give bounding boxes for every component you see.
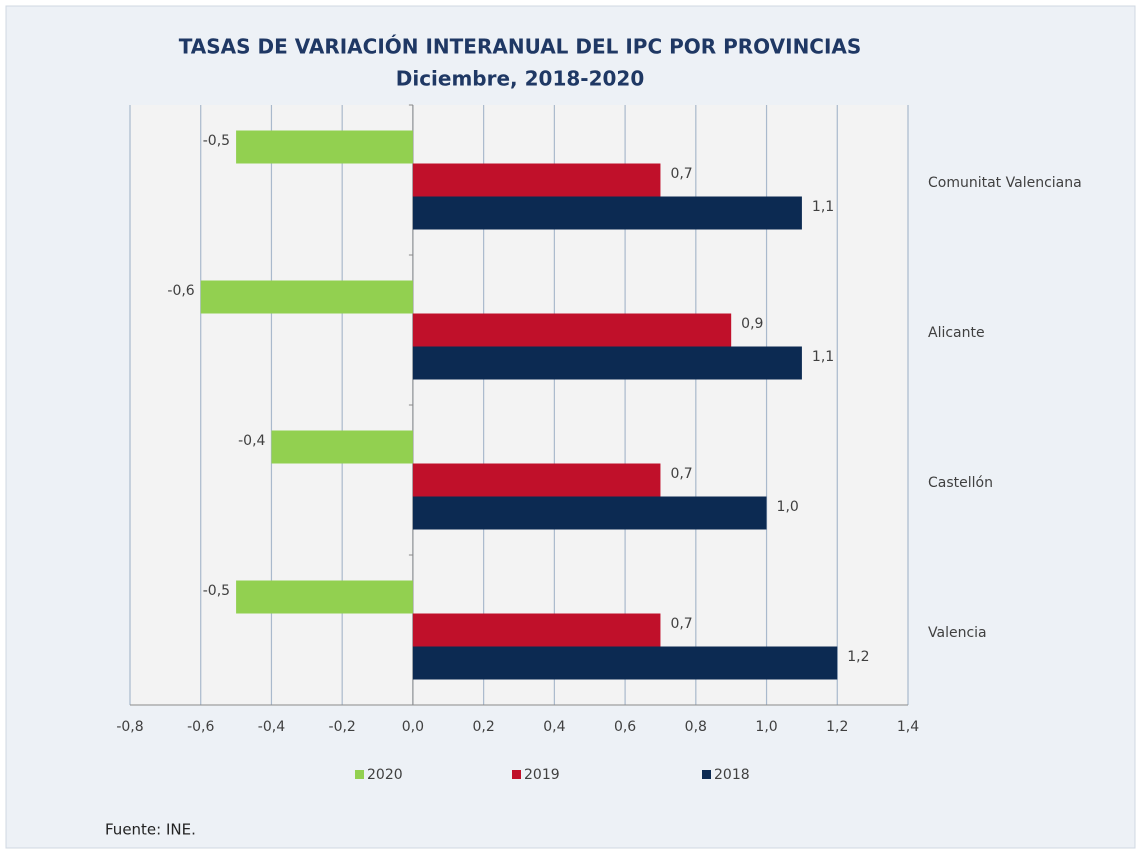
- data-label: 0,7: [670, 616, 692, 632]
- x-tick-label: 1,4: [897, 719, 919, 735]
- legend-swatch: [702, 770, 711, 779]
- legend-label: 2020: [367, 767, 403, 783]
- legend-label: 2019: [524, 767, 560, 783]
- x-tick-label: 0,4: [543, 719, 565, 735]
- bar: [412, 613, 661, 647]
- bar: [271, 430, 413, 464]
- bar: [412, 496, 767, 530]
- bar: [412, 196, 802, 230]
- data-label: 0,7: [670, 166, 692, 182]
- data-label: 1,1: [812, 349, 834, 365]
- legend-swatch: [512, 770, 521, 779]
- data-label: -0,6: [167, 283, 194, 299]
- x-tick-label: -0,4: [258, 719, 285, 735]
- x-tick-label: 0,2: [473, 719, 495, 735]
- data-label: -0,5: [203, 583, 230, 599]
- x-tick-label: -0,6: [187, 719, 214, 735]
- bar: [412, 463, 661, 497]
- bar: [236, 580, 413, 614]
- data-label: 1,0: [777, 499, 799, 515]
- legend-swatch: [355, 770, 364, 779]
- bar: [412, 313, 732, 347]
- data-label: -0,5: [203, 133, 230, 149]
- data-label: 0,7: [670, 466, 692, 482]
- bar: [200, 280, 413, 314]
- data-label: 1,1: [812, 199, 834, 215]
- y-tick-label: Valencia: [928, 625, 987, 641]
- y-tick-label: Castellón: [928, 475, 993, 491]
- y-tick-label: Comunitat Valenciana: [928, 175, 1082, 191]
- chart-subtitle: Diciembre, 2018-2020: [396, 67, 645, 91]
- x-tick-label: 1,0: [755, 719, 777, 735]
- chart-title: TASAS DE VARIACIÓN INTERANUAL DEL IPC PO…: [179, 35, 862, 59]
- x-tick-label: 0,6: [614, 719, 636, 735]
- data-label: 1,2: [847, 649, 869, 665]
- data-label: -0,4: [238, 433, 265, 449]
- bar: [412, 646, 838, 680]
- x-tick-label: -0,2: [329, 719, 356, 735]
- x-tick-label: 1,2: [826, 719, 848, 735]
- y-tick-label: Alicante: [928, 325, 985, 341]
- data-label: 0,9: [741, 316, 763, 332]
- source: Fuente: INE.: [105, 821, 196, 839]
- bar: [412, 163, 661, 197]
- legend-label: 2018: [714, 767, 750, 783]
- bar: [236, 130, 413, 164]
- x-tick-label: 0,0: [402, 719, 424, 735]
- bar: [412, 346, 802, 380]
- x-tick-label: 0,8: [685, 719, 707, 735]
- x-tick-label: -0,8: [116, 719, 143, 735]
